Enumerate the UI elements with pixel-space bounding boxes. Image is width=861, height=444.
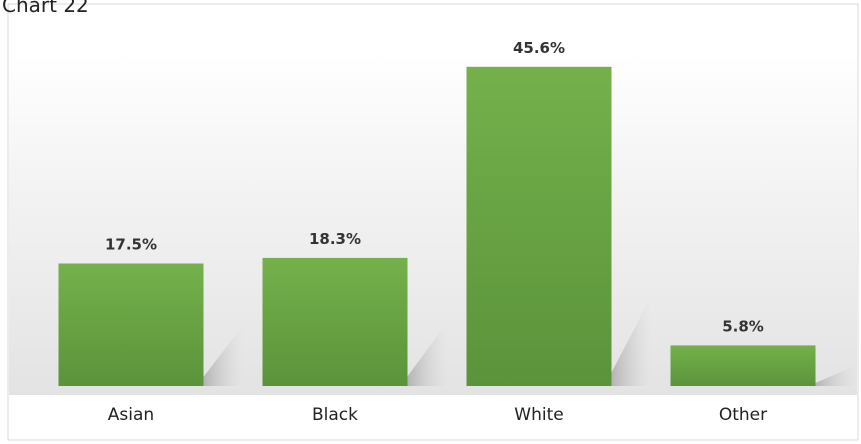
bar-black <box>262 257 408 386</box>
data-label-asian: 17.5% <box>105 236 157 254</box>
category-label-asian: Asian <box>108 405 154 425</box>
data-label-black: 18.3% <box>309 230 361 248</box>
bar-asian <box>58 263 204 386</box>
bar-shadow-white <box>611 296 652 386</box>
data-label-white: 45.6% <box>513 39 565 57</box>
category-label-black: Black <box>312 405 358 425</box>
bar-shadow-other <box>815 365 856 386</box>
category-label-white: White <box>514 405 563 425</box>
bar-other <box>670 345 816 386</box>
bar-white <box>466 66 612 387</box>
bar-shadow-asian <box>203 324 244 386</box>
chart-title: Chart 22 <box>2 0 89 17</box>
data-label-other: 5.8% <box>722 317 764 335</box>
bar-shadow-black <box>407 321 448 386</box>
category-label-other: Other <box>719 405 767 425</box>
